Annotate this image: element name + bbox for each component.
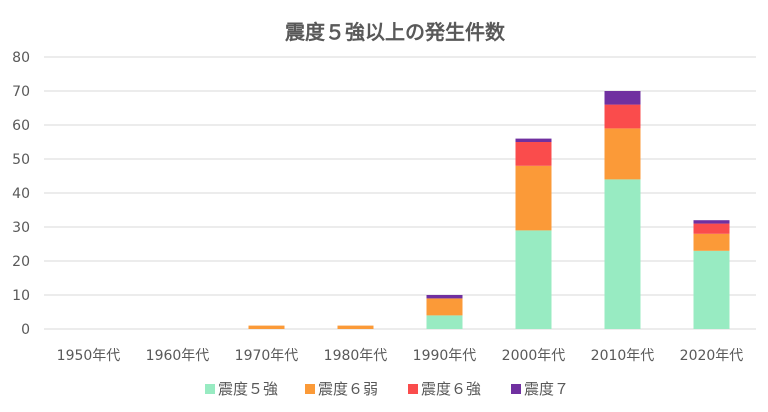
- x-tick-label: 1950年代: [57, 348, 121, 364]
- y-tick-label: 10: [12, 288, 30, 304]
- x-tick-label: 2020年代: [680, 348, 744, 364]
- y-tick-label: 70: [12, 84, 30, 100]
- bar-segment: [426, 315, 463, 329]
- bar-segment: [604, 104, 641, 129]
- legend-swatch: [408, 384, 418, 394]
- bar-segment: [693, 223, 730, 234]
- legend-swatch: [205, 384, 215, 394]
- x-tick-label: 1990年代: [413, 348, 477, 364]
- bar-segment: [693, 220, 730, 224]
- bar-segment: [426, 298, 463, 316]
- bar-segment: [515, 230, 552, 329]
- y-tick-label: 30: [12, 220, 30, 236]
- legend-swatch: [511, 384, 521, 394]
- y-tick-label: 50: [12, 152, 30, 168]
- x-tick-label: 2000年代: [502, 348, 566, 364]
- bars: [248, 91, 730, 329]
- bar-segment: [604, 179, 641, 329]
- y-axis-ticks: 0 10 20 30 40 50 60 70 80: [12, 50, 30, 338]
- bar-segment: [337, 325, 374, 329]
- y-tick-label: 60: [12, 118, 30, 134]
- y-tick-label: 80: [12, 50, 30, 66]
- y-tick-label: 20: [12, 254, 30, 270]
- bar-segment: [248, 325, 285, 329]
- legend-swatch: [305, 384, 315, 394]
- bar-segment: [604, 91, 641, 105]
- y-tick-label: 40: [12, 186, 30, 202]
- legend-label: 震度７: [524, 380, 569, 398]
- bar-segment: [515, 142, 552, 166]
- legend: 震度５強 震度６弱 震度６強 震度７: [205, 380, 569, 398]
- x-tick-label: 1980年代: [324, 348, 388, 364]
- bar-segment: [693, 250, 730, 329]
- gridlines: [44, 56, 756, 330]
- x-tick-label: 2010年代: [591, 348, 655, 364]
- bar-segment: [426, 295, 463, 299]
- x-axis-ticks: 1950年代 1960年代 1970年代 1980年代 1990年代 2000年代 2010…: [57, 348, 744, 364]
- legend-label: 震度６強: [421, 380, 481, 398]
- x-tick-label: 1970年代: [235, 348, 299, 364]
- bar-segment: [693, 233, 730, 251]
- bar-segment: [604, 128, 641, 180]
- bar-segment: [515, 138, 552, 142]
- chart-title: 震度５強以上の発生件数: [285, 20, 506, 44]
- y-tick-label: 0: [21, 322, 30, 338]
- legend-label: 震度６弱: [318, 380, 378, 398]
- x-tick-label: 1960年代: [146, 348, 210, 364]
- bar-segment: [515, 165, 552, 231]
- legend-label: 震度５強: [218, 380, 278, 398]
